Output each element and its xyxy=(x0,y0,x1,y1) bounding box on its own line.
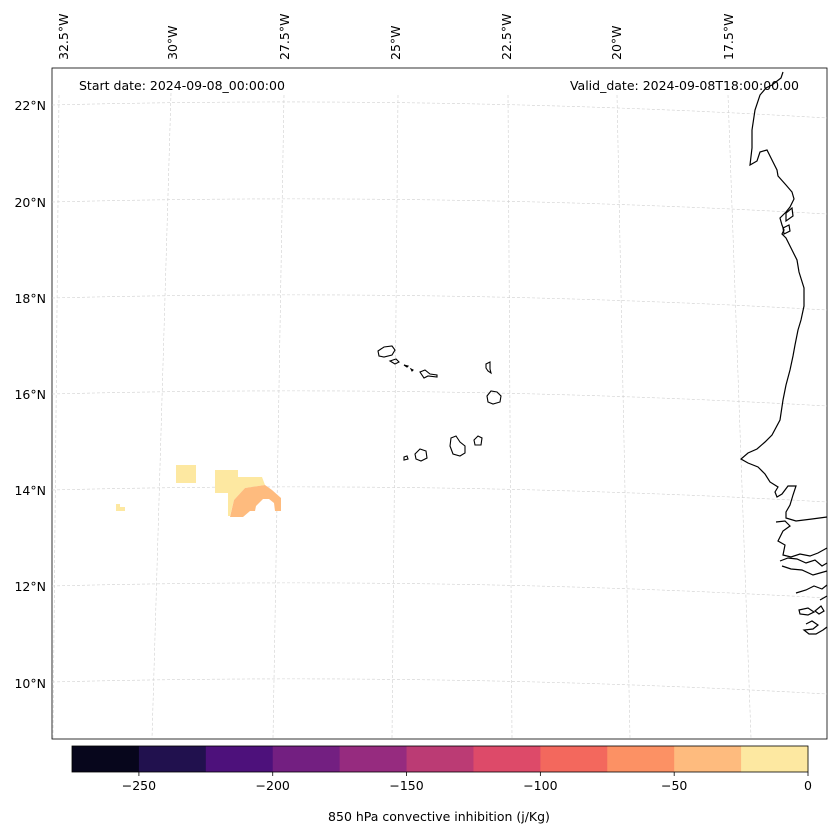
map-frame xyxy=(51,67,828,740)
colorbar-swatch xyxy=(339,746,408,772)
colorbar-tick-label: −150 xyxy=(389,778,423,793)
colorbar-swatch xyxy=(540,746,608,772)
lon-label: 20°W xyxy=(609,25,624,60)
colorbar-swatch xyxy=(138,746,207,772)
colorbar-swatch xyxy=(406,746,474,772)
lat-label: 14°N xyxy=(14,483,46,498)
valid-date-label: Valid_date: 2024-09-08T18:00:00.00 xyxy=(570,78,799,93)
lat-label: 22°N xyxy=(14,98,46,113)
colorbar xyxy=(72,746,809,772)
colorbar-tick-label: −100 xyxy=(523,778,557,793)
colorbar-swatch xyxy=(741,746,809,772)
colorbar-swatch xyxy=(674,746,742,772)
colorbar-tick-label: −50 xyxy=(661,778,687,793)
cin-cell xyxy=(176,465,196,483)
lat-label: 18°N xyxy=(14,291,46,306)
colorbar-swatch xyxy=(205,746,274,772)
lat-label: 12°N xyxy=(14,579,46,594)
cin-field xyxy=(116,465,281,517)
parallel-gridlines xyxy=(51,101,828,695)
longitude-labels: 32.5°W 30°W 27.5°W 25°W 22.5°W 20°W 17.5… xyxy=(56,14,736,60)
africa-coastline xyxy=(739,71,828,635)
lon-label: 22.5°W xyxy=(499,14,514,60)
colorbar-title: 850 hPa convective inhibition (j/Kg) xyxy=(328,809,550,824)
lon-label: 27.5°W xyxy=(277,14,292,60)
colorbar-swatch xyxy=(473,746,541,772)
colorbar-swatch xyxy=(72,746,140,772)
lon-label: 32.5°W xyxy=(56,14,71,60)
lon-label: 30°W xyxy=(165,25,180,60)
start-date-label: Start date: 2024-09-08_00:00:00 xyxy=(79,78,285,93)
lat-label: 10°N xyxy=(14,676,46,691)
colorbar-tick-label: −200 xyxy=(256,778,290,793)
colorbar-tick-label: −250 xyxy=(122,778,156,793)
cape-verde-islands xyxy=(377,345,502,462)
latitude-labels: 22°N 20°N 18°N 16°N 14°N 12°N 10°N xyxy=(14,98,46,691)
colorbar-outline xyxy=(71,745,809,773)
lat-label: 16°N xyxy=(14,387,46,402)
lon-label: 17.5°W xyxy=(721,14,736,60)
colorbar-swatch xyxy=(607,746,675,772)
meridian-gridlines xyxy=(52,92,752,739)
cin-cell xyxy=(230,485,281,517)
lat-label: 20°N xyxy=(14,195,46,210)
cin-cell xyxy=(116,504,125,511)
cin-cell xyxy=(215,470,265,516)
colorbar-swatch xyxy=(272,746,341,772)
colorbar-ticks: −250 −200 −150 −100 −50 0 xyxy=(122,772,812,793)
lon-label: 25°W xyxy=(388,25,403,60)
colorbar-tick-label: 0 xyxy=(804,778,812,793)
